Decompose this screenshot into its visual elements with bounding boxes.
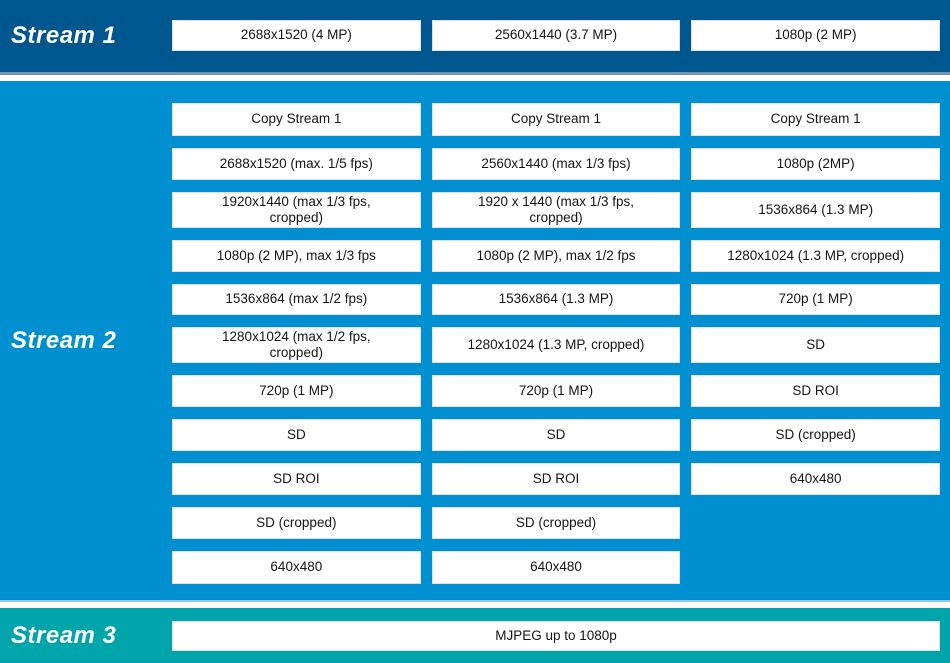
resolution-option: SD (cropped) xyxy=(691,419,940,451)
stream2-options: Copy Stream 1 2688x1520 (max. 1/5 fps) 1… xyxy=(172,103,940,584)
resolution-option: 1280x1024 (1.3 MP, cropped) xyxy=(691,240,940,272)
stream1-band: Stream 1 2688x1520 (4 MP) 2560x1440 (3.7… xyxy=(0,0,950,72)
resolution-option: MJPEG up to 1080p xyxy=(172,621,940,651)
resolution-option: 640x480 xyxy=(172,551,421,584)
resolution-option: 2688x1520 (4 MP) xyxy=(172,20,421,51)
resolution-option: 1536x864 (max 1/2 fps) xyxy=(172,284,421,315)
resolution-option: SD xyxy=(172,419,421,451)
resolution-option: 640x480 xyxy=(691,463,940,495)
resolution-option: 1080p (2 MP) xyxy=(691,20,940,51)
resolution-option: 1080p (2 MP), max 1/3 fps xyxy=(172,240,421,272)
resolution-option: 720p (1 MP) xyxy=(172,375,421,407)
stream2-band: Stream 2 Copy Stream 1 2688x1520 (max. 1… xyxy=(0,81,950,600)
resolution-option: 1280x1024 (max 1/2 fps, cropped) xyxy=(172,327,421,363)
resolution-option: 2560x1440 (max 1/3 fps) xyxy=(431,148,681,180)
resolution-option: 1080p (2MP) xyxy=(691,148,940,180)
resolution-option: 2688x1520 (max. 1/5 fps) xyxy=(172,148,421,180)
band-divider xyxy=(0,72,950,81)
stream3-band: Stream 3 MJPEG up to 1080p xyxy=(0,608,950,663)
resolution-option: SD xyxy=(691,327,940,363)
stream1-label: Stream 1 xyxy=(11,22,117,49)
resolution-option: Copy Stream 1 xyxy=(172,103,421,136)
stream1-options: 2688x1520 (4 MP) 2560x1440 (3.7 MP) 1080… xyxy=(172,20,940,51)
resolution-option: Copy Stream 1 xyxy=(691,103,940,136)
resolution-option: SD (cropped) xyxy=(172,507,421,539)
stream2-label: Stream 2 xyxy=(11,326,117,354)
resolution-option: 1536x864 (1.3 MP) xyxy=(431,284,681,315)
band-divider xyxy=(0,600,950,608)
stream3-label: Stream 3 xyxy=(11,621,117,649)
resolution-option: 1920x1440 (max 1/3 fps, cropped) xyxy=(172,192,421,228)
resolution-option: 1080p (2 MP), max 1/2 fps xyxy=(431,240,681,272)
resolution-option: 1920 x 1440 (max 1/3 fps, cropped) xyxy=(431,192,681,228)
resolution-option: 1536x864 (1.3 MP) xyxy=(691,192,940,228)
resolution-option: 720p (1 MP) xyxy=(691,284,940,315)
resolution-option: Copy Stream 1 xyxy=(431,103,681,136)
resolution-option: SD ROI xyxy=(431,463,681,495)
resolution-option: SD (cropped) xyxy=(431,507,681,539)
resolution-option: 1280x1024 (1.3 MP, cropped) xyxy=(431,327,681,363)
resolution-option: SD xyxy=(431,419,681,451)
resolution-option: SD ROI xyxy=(172,463,421,495)
resolution-option: 720p (1 MP) xyxy=(431,375,681,407)
resolution-option: 640x480 xyxy=(431,551,681,584)
resolution-option: 2560x1440 (3.7 MP) xyxy=(431,20,681,51)
resolution-option: SD ROI xyxy=(691,375,940,407)
